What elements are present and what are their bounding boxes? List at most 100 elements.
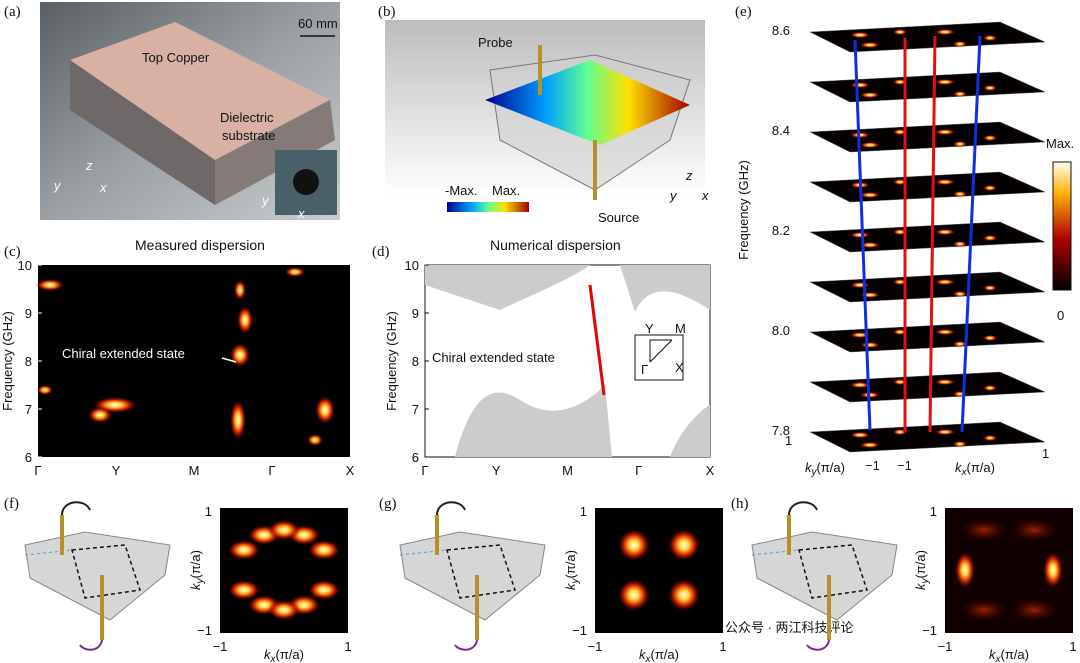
axis-label: x	[297, 206, 305, 221]
y-tick-label: 7	[412, 402, 419, 417]
k: k	[188, 582, 203, 590]
intensity-spot	[1009, 518, 1059, 542]
inset-hole	[293, 169, 319, 195]
y-tick-label: 7	[25, 402, 32, 417]
intensity-spot	[860, 42, 880, 48]
cable	[454, 639, 478, 651]
annotation: Top Copper	[142, 50, 210, 65]
x-tick-label: 1	[1069, 639, 1076, 654]
intensity-spot	[850, 82, 870, 88]
sub: y	[920, 577, 931, 584]
k: k	[989, 647, 997, 662]
intensity-spot	[860, 142, 880, 148]
intensity-spot	[953, 41, 967, 47]
slice	[809, 421, 1046, 453]
panel-label: (d)	[372, 244, 390, 260]
annotation: substrate	[222, 128, 275, 143]
cable	[806, 639, 830, 651]
slice	[809, 121, 1046, 153]
intensity-spot	[935, 429, 955, 435]
x-tick-label: −1	[213, 639, 228, 654]
axis-label: z	[685, 168, 693, 183]
cut-plane	[446, 544, 516, 599]
intensity-spot	[308, 540, 340, 560]
cable	[436, 501, 466, 516]
colorbar-label: 0	[1057, 308, 1064, 323]
cable	[61, 501, 91, 516]
sub: x	[961, 467, 968, 478]
dash-line	[751, 549, 800, 556]
axis-label: kx(π/a)	[989, 647, 1029, 663]
colorbar-label: -Max.	[445, 183, 478, 198]
mode-line	[853, 39, 872, 431]
mode-line	[960, 35, 982, 433]
intensity-spot	[983, 185, 997, 191]
y-tick-label: 6	[25, 450, 32, 465]
intensity-spot	[935, 29, 955, 35]
panel-label: (g)	[379, 496, 397, 512]
intensity-spot	[983, 335, 997, 341]
inset-path	[649, 339, 672, 362]
axis-label: kx(π/a)	[639, 647, 679, 663]
intensity-spot	[618, 529, 650, 561]
axis-label: y	[669, 188, 678, 203]
panel-title: Measured dispersion	[135, 237, 265, 253]
annotation: Source	[598, 210, 639, 225]
intensity-spot	[850, 232, 870, 238]
axis-label: ky(π/a)	[188, 550, 206, 590]
y-tick-label: 9	[25, 306, 32, 321]
y-tick-label: 6	[412, 450, 419, 465]
x-tick-label: Y	[112, 463, 121, 478]
inset-label: M	[675, 321, 686, 336]
intensity-spot	[668, 529, 700, 561]
sub: y	[811, 467, 818, 478]
k: k	[913, 582, 928, 590]
inset-label: Y	[645, 321, 654, 336]
x-tick-label: M	[562, 463, 573, 478]
intensity-spot	[935, 379, 955, 385]
cut-plane	[798, 544, 868, 599]
intensity-spot	[953, 241, 967, 247]
x-tick-label: Γ	[268, 463, 275, 478]
intensity-spot	[860, 342, 880, 348]
colorbar	[1052, 161, 1072, 291]
intensity-spot	[953, 291, 967, 297]
intensity-spot	[268, 600, 300, 620]
intensity-spot	[953, 141, 967, 147]
intensity-spot	[983, 435, 997, 441]
inset-label: X	[675, 360, 684, 375]
unit: (π/a)	[817, 460, 845, 475]
x-tick-label: Γ	[421, 463, 428, 478]
y-tick-label: 8.0	[772, 323, 790, 338]
y-tick-label: 1	[205, 504, 212, 519]
y-axis-label: Frequency (GHz)	[384, 311, 399, 411]
unit: (π/a)	[188, 550, 203, 578]
intensity-spot	[983, 285, 997, 291]
intensity-spot	[850, 32, 870, 38]
intensity-spot	[860, 292, 880, 298]
intensity-spot	[230, 343, 250, 367]
intensity-spot	[983, 235, 997, 241]
sub: x	[270, 654, 277, 663]
inset	[634, 334, 684, 381]
x-tick-label: X	[346, 463, 355, 478]
axis-label: kx(π/a)	[264, 647, 304, 663]
annotation: Chiral extended state	[62, 346, 185, 361]
intensity-spot	[228, 540, 260, 560]
slice	[809, 71, 1046, 103]
slice	[809, 271, 1046, 303]
box	[751, 531, 898, 621]
x-tick-label: Γ	[635, 463, 642, 478]
intensity-spot	[955, 552, 975, 588]
axis-label: ky(π/a)	[913, 550, 931, 590]
intensity-spot	[935, 79, 955, 85]
slice	[809, 21, 1046, 53]
x-tick-label: M	[189, 463, 200, 478]
y-tick-label: 8.4	[772, 123, 790, 138]
x-tick-label: Y	[492, 463, 501, 478]
intensity-spot	[860, 442, 880, 448]
y-tick-label: −1	[922, 623, 937, 638]
panel-label: (c)	[4, 244, 21, 260]
intensity-spot	[953, 191, 967, 197]
